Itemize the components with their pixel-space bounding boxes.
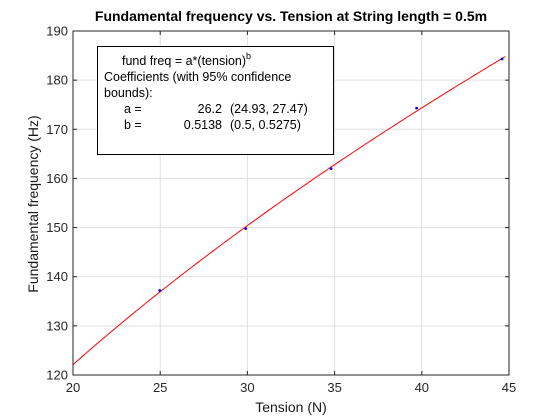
data-point (415, 106, 418, 110)
fit-equation-base: fund freq = a*(tension) (122, 54, 247, 68)
data-point (244, 227, 248, 230)
coefficients-heading: Coefficients (with 95% confidence (104, 70, 292, 84)
fit-equation: fund freq = a*(tension)b (104, 51, 333, 69)
y-tick-label: 190 (46, 24, 68, 39)
data-point (158, 289, 162, 292)
x-tick-label: 35 (327, 380, 341, 395)
coefficients-heading-cont: bounds): (104, 86, 153, 100)
plot-area (72, 56, 506, 365)
fit-equation-exponent: b (246, 51, 252, 61)
x-tick-label: 45 (502, 380, 516, 395)
fit-curve (72, 56, 506, 365)
chart-title: Fundamental frequency vs. Tension at Str… (94, 8, 488, 24)
axis-ticks: 20 25 30 35 40 45 120 130 140 150 160 170 180 190 (46, 24, 516, 396)
y-tick-label: 170 (46, 122, 68, 137)
coef-row-b: b = 0.5138 (0.5, 0.5275) (124, 117, 333, 133)
y-tick-label: 130 (46, 318, 68, 333)
x-tick-label: 20 (66, 380, 80, 395)
y-tick-label: 160 (46, 171, 68, 186)
coef-b-value: 0.5138 (183, 118, 222, 132)
x-tick-label: 40 (415, 380, 429, 395)
x-axis-label: Tension (N) (255, 399, 327, 415)
coef-a-name: a = (124, 102, 142, 116)
y-tick-label: 150 (46, 220, 68, 235)
x-tick-label: 30 (240, 380, 254, 395)
data-point (329, 167, 333, 171)
y-axis-label: Fundamental frequency (Hz) (25, 115, 41, 293)
fit-annotation-box: fund freq = a*(tension)b Coefficients (w… (97, 46, 334, 155)
x-tick-label: 25 (153, 380, 167, 395)
coef-row-a: a = 26.2 (24.93, 27.47) (124, 101, 333, 117)
data-point (500, 57, 504, 61)
coef-b-name: b = (124, 118, 142, 132)
coef-a-value: 26.2 (197, 102, 222, 116)
coef-b-bounds: (0.5, 0.5275) (230, 118, 301, 132)
axes-box (72, 30, 510, 376)
coef-a-bounds: (24.93, 27.47) (230, 102, 308, 116)
y-tick-label: 180 (46, 73, 68, 88)
y-tick-label: 120 (46, 368, 68, 383)
y-tick-label: 140 (46, 269, 68, 284)
